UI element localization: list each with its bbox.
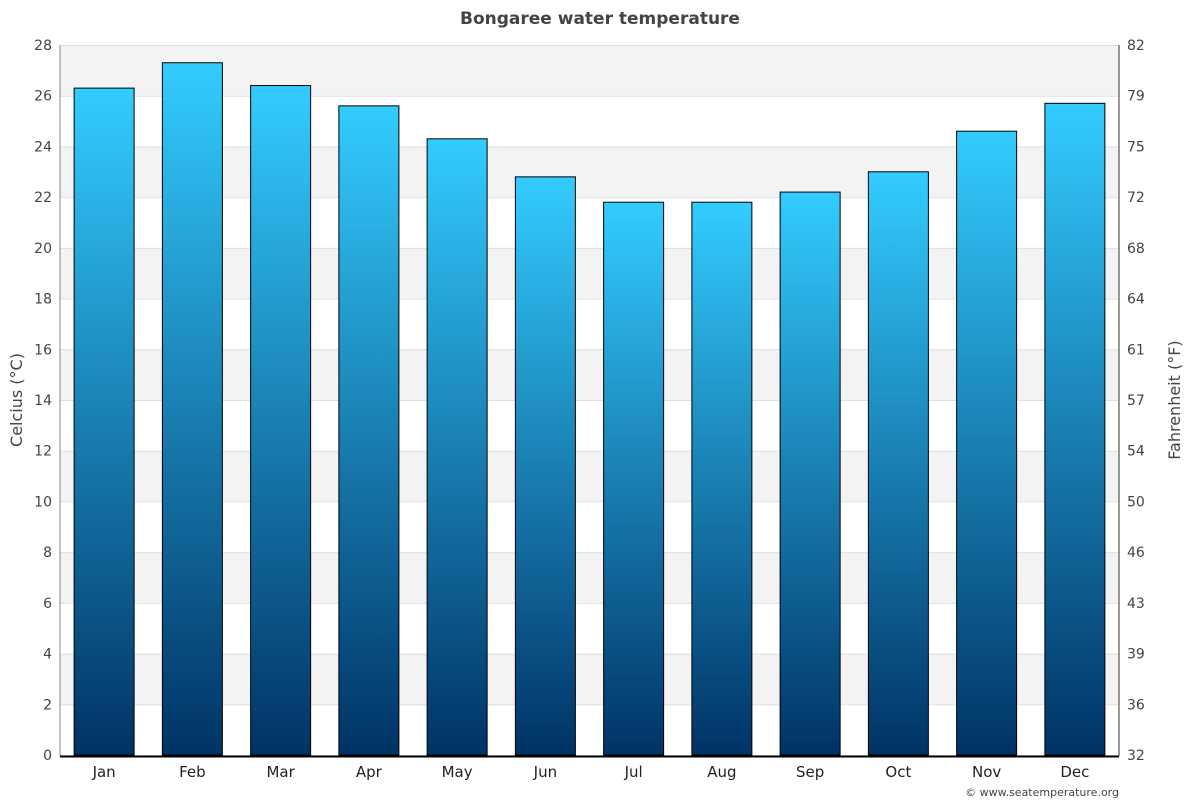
grid-band: [60, 247, 1119, 299]
credit-text: © www.seatemperature.org: [965, 786, 1119, 799]
y-tick-label-left: 26: [34, 89, 52, 105]
y-tick-label-left: 0: [43, 748, 52, 764]
y-tick-label-left: 20: [34, 241, 52, 257]
grid-band: [60, 146, 1119, 198]
x-tick-label: Aug: [707, 763, 736, 781]
grid-band: [60, 501, 1119, 553]
y-tick-label-left: 6: [43, 596, 52, 612]
bar-jun: [514, 176, 576, 756]
y-tick-label-right: 72: [1127, 190, 1145, 206]
grid-band: [60, 298, 1119, 350]
grid-band: [60, 45, 1119, 96]
bar-feb: [161, 62, 223, 756]
x-tick-label: Jul: [624, 763, 643, 781]
bar-oct: [867, 171, 929, 756]
x-tick-label: May: [442, 763, 473, 781]
grid-band: [60, 602, 1119, 654]
bar-mar: [250, 85, 312, 756]
y-tick-label-right: 46: [1127, 545, 1145, 561]
x-tick-label: Oct: [885, 763, 911, 781]
y-tick-label-left: 8: [43, 545, 52, 561]
bar-may: [426, 138, 488, 756]
x-tick-label: Feb: [179, 763, 206, 781]
x-tick-label: Dec: [1060, 763, 1089, 781]
x-tick-label: Jan: [92, 763, 116, 781]
bar-sep: [779, 191, 841, 756]
bar-jul: [603, 201, 665, 756]
x-tick-label: Sep: [796, 763, 824, 781]
bar-dec: [1044, 102, 1106, 756]
y-tick-label-right: 50: [1127, 494, 1145, 510]
y-tick-label-left: 22: [34, 190, 52, 206]
bar-nov: [956, 130, 1018, 756]
y-tick-label-left: 16: [34, 342, 52, 358]
y-tick-label-right: 54: [1127, 444, 1145, 460]
y-tick-label-left: 18: [34, 292, 52, 308]
grid-band: [60, 450, 1119, 502]
bar-aug: [691, 201, 753, 756]
y-tick-label-left: 24: [34, 139, 52, 155]
y-tick-label-right: 39: [1127, 647, 1145, 663]
grid-band: [60, 704, 1119, 755]
y-tick-label-left: 2: [43, 697, 52, 713]
y-tick-label-right: 61: [1127, 342, 1145, 358]
y-tick-label-left: 28: [34, 38, 52, 54]
grid-band: [60, 653, 1119, 705]
y-tick-label-right: 68: [1127, 241, 1145, 257]
y-axis-label-left: Celcius (°C): [7, 353, 26, 447]
grid-band: [60, 349, 1119, 400]
y-tick-label-right: 57: [1127, 393, 1145, 409]
y-tick-label-right: 79: [1127, 89, 1145, 105]
y-tick-label-right: 82: [1127, 38, 1145, 54]
x-tick-label: Mar: [266, 763, 295, 781]
x-tick-label: Apr: [356, 763, 383, 781]
x-tick-label: Nov: [972, 763, 1001, 781]
x-tick-label: Jun: [533, 763, 557, 781]
chart-title: Bongaree water temperature: [460, 9, 740, 29]
y-tick-label-left: 4: [43, 647, 52, 663]
grid-band: [60, 197, 1119, 248]
y-tick-label-right: 32: [1127, 748, 1145, 764]
y-tick-label-right: 64: [1127, 292, 1145, 308]
y-tick-label-left: 14: [34, 393, 52, 409]
bar-jan: [73, 87, 135, 756]
grid-band: [60, 552, 1119, 603]
grid-band: [60, 95, 1119, 147]
y-tick-label-right: 36: [1127, 697, 1145, 713]
grid-band: [60, 400, 1119, 451]
y-tick-label-left: 12: [34, 444, 52, 460]
y-tick-label-right: 75: [1127, 139, 1145, 155]
y-axis-label-right: Fahrenheit (°F): [1165, 340, 1184, 459]
bar-apr: [338, 105, 400, 756]
y-tick-label-left: 10: [34, 494, 52, 510]
y-tick-label-right: 43: [1127, 596, 1145, 612]
